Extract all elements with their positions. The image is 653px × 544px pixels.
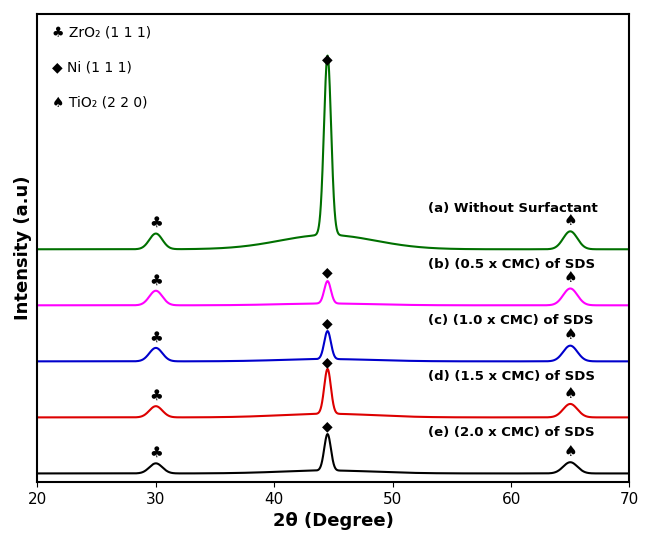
- Text: ◆: ◆: [322, 265, 333, 280]
- Text: ◆ Ni (1 1 1): ◆ Ni (1 1 1): [52, 61, 132, 75]
- Text: ◆: ◆: [322, 53, 333, 66]
- Text: ♣ ZrO₂ (1 1 1): ♣ ZrO₂ (1 1 1): [52, 26, 151, 40]
- Text: (d) (1.5 x CMC) of SDS: (d) (1.5 x CMC) of SDS: [428, 369, 595, 382]
- Text: ♣: ♣: [149, 330, 163, 344]
- Text: ♣: ♣: [149, 445, 163, 460]
- Text: (b) (0.5 x CMC) of SDS: (b) (0.5 x CMC) of SDS: [428, 257, 596, 270]
- Text: ◆: ◆: [322, 419, 333, 434]
- Text: ♠: ♠: [564, 386, 577, 400]
- Text: ♠: ♠: [564, 213, 577, 228]
- Text: ♣: ♣: [149, 215, 163, 230]
- Text: (a) Without Surfactant: (a) Without Surfactant: [428, 201, 598, 214]
- Text: ◆: ◆: [322, 355, 333, 369]
- Text: (e) (2.0 x CMC) of SDS: (e) (2.0 x CMC) of SDS: [428, 426, 595, 438]
- Text: ◆: ◆: [322, 316, 333, 330]
- Text: ♠: ♠: [564, 444, 577, 459]
- X-axis label: 2θ (Degree): 2θ (Degree): [273, 512, 394, 530]
- Text: ♠: ♠: [564, 327, 577, 342]
- Text: (c) (1.0 x CMC) of SDS: (c) (1.0 x CMC) of SDS: [428, 313, 594, 326]
- Text: ♣: ♣: [149, 388, 163, 403]
- Text: ♠ TiO₂ (2 2 0): ♠ TiO₂ (2 2 0): [52, 96, 148, 110]
- Text: ♠: ♠: [564, 270, 577, 285]
- Text: ♣: ♣: [149, 273, 163, 287]
- Y-axis label: Intensity (a.u): Intensity (a.u): [14, 176, 32, 320]
